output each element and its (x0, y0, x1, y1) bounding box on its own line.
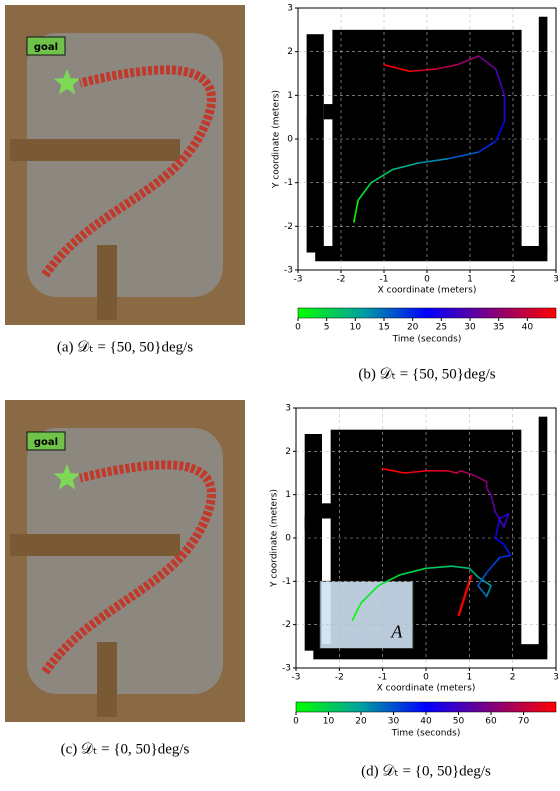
x-tick-label: 1 (467, 275, 473, 285)
figure: goal (a) 𝒟ₜ = {50, 50}deg/s goal (c) 𝒟ₜ = {… (0, 0, 560, 787)
x-tick-label: 1 (466, 673, 472, 683)
wall (358, 222, 367, 248)
y-tick-label: -3 (282, 664, 291, 674)
colorbar-tick-label: 0 (295, 323, 301, 333)
colorbar-tick-label: 70 (518, 717, 530, 727)
y-tick-label: -1 (282, 577, 291, 587)
shelf (10, 139, 180, 161)
x-tick-label: 0 (423, 673, 429, 683)
y-tick-label: -2 (282, 620, 291, 630)
colorbar-tick-label: 5 (324, 323, 330, 333)
colorbar-tick-label: 30 (388, 717, 400, 727)
x-tick-label: -1 (380, 275, 389, 285)
colorbar-tick-label: 40 (420, 717, 432, 727)
shelf (10, 534, 180, 556)
y-axis-label: Y coordinate (meters) (272, 90, 282, 189)
caption: (a) 𝒟ₜ = {50, 50}deg/s (57, 339, 193, 355)
wall (417, 581, 430, 646)
shelf (97, 245, 117, 320)
y-tick-label: -2 (284, 222, 293, 232)
colorbar-tick-label: 60 (485, 717, 497, 727)
y-tick-label: 1 (285, 490, 291, 500)
colorbar-tick-label: 35 (493, 323, 504, 333)
x-axis-label: X coordinate (meters) (377, 684, 476, 694)
colorbar-tick-label: 40 (522, 323, 534, 333)
goal-label: goal (34, 42, 58, 53)
wall (307, 117, 320, 130)
x-tick-label: 3 (553, 275, 559, 285)
colorbar-label: Time (seconds) (391, 729, 461, 739)
annotation: p (448, 611, 459, 631)
caption: (b) 𝒟ₜ = {50, 50}deg/s (358, 366, 495, 382)
wall (539, 17, 548, 253)
colorbar-tick-label: 15 (378, 323, 389, 333)
wall (539, 417, 548, 651)
x-tick-label: 3 (553, 673, 559, 683)
x-tick-label: -3 (294, 275, 303, 285)
caption: (d) 𝒟ₜ = {0, 50}deg/s (361, 763, 491, 779)
goal-label: goal (34, 437, 58, 448)
y-tick-label: 2 (285, 447, 291, 457)
caption: (c) 𝒟ₜ = {0, 50}deg/s (61, 741, 190, 757)
colorbar-tick-label: 0 (293, 717, 299, 727)
wall (307, 34, 324, 252)
x-tick-label: 2 (510, 275, 516, 285)
y-tick-label: -3 (284, 266, 293, 276)
x-tick-label: -1 (378, 673, 387, 683)
colorbar-tick-label: 10 (350, 323, 362, 333)
y-axis-label: Y coordinate (meters) (270, 489, 280, 588)
colorbar-label: Time (seconds) (392, 335, 462, 345)
wall (305, 516, 318, 529)
colorbar-tick-label: 20 (407, 323, 419, 333)
colorbar-tick-label: 50 (453, 717, 465, 727)
colorbar-tick-label: 25 (436, 323, 447, 333)
wall (322, 503, 469, 518)
y-tick-label: 3 (287, 4, 293, 14)
colorbar-tick-label: 20 (355, 717, 367, 727)
x-axis-label: X coordinate (meters) (378, 286, 477, 296)
y-tick-label: -1 (284, 178, 293, 188)
wall (315, 246, 547, 261)
wall (324, 104, 470, 119)
colorbar (298, 308, 556, 318)
shelf (97, 642, 117, 717)
y-tick-label: 2 (287, 47, 293, 57)
colorbar (296, 702, 556, 712)
x-tick-label: 2 (510, 673, 516, 683)
y-tick-label: 0 (285, 534, 291, 544)
x-tick-label: -2 (337, 275, 346, 285)
y-tick-label: 0 (287, 135, 293, 145)
y-tick-label: 1 (287, 91, 293, 101)
x-tick-label: 0 (424, 275, 430, 285)
x-tick-label: -2 (335, 673, 344, 683)
colorbar-tick-label: 10 (323, 717, 335, 727)
x-tick-label: -3 (292, 673, 301, 683)
y-tick-label: 3 (285, 404, 291, 414)
colorbar-tick-label: 30 (464, 323, 476, 333)
wall (418, 183, 431, 249)
